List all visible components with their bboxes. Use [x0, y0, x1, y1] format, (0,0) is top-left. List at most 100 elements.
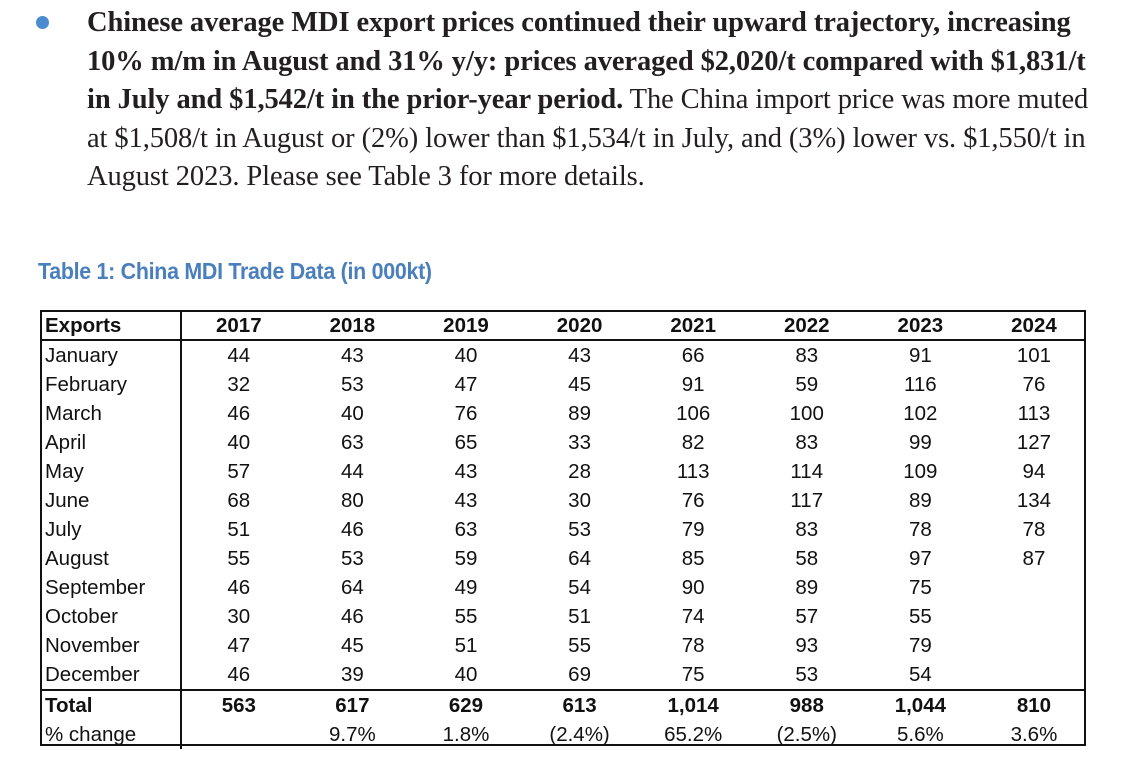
table-cell: 87 [1022, 547, 1046, 570]
table-cell: 53 [340, 373, 364, 396]
table-cell: 114 [790, 460, 824, 483]
table-cell: 76 [681, 489, 705, 512]
table-cell: 76 [454, 402, 478, 425]
month-label: April [42, 428, 182, 457]
table-row: April 40 63 65 33 82 83 99 127 [42, 428, 1084, 457]
table-cell [977, 631, 1091, 660]
table-cell: 51 [568, 605, 591, 628]
table-row: July 51 46 63 53 79 83 78 78 [42, 515, 1084, 544]
month-label: December [42, 660, 182, 689]
table-cell: 59 [454, 547, 478, 570]
table-cell: 53 [795, 663, 819, 686]
table-cell: 45 [568, 373, 591, 396]
total-cell: 613 [562, 694, 597, 717]
table-title: Table 1: China MDI Trade Data (in 000kt) [38, 258, 432, 284]
table-cell: 53 [340, 547, 364, 570]
table-cell: 76 [1022, 373, 1046, 396]
table-cell: 69 [568, 663, 591, 686]
table-cell: 100 [789, 402, 824, 425]
table-row: December 46 39 40 69 75 53 54 [42, 660, 1084, 689]
table-cell: 53 [568, 518, 591, 541]
table-row: May 57 44 43 28 113 114 109 94 [42, 457, 1084, 486]
table-cell: 55 [568, 634, 591, 657]
table-cell: 134 [1016, 489, 1052, 512]
table-cell: 59 [795, 373, 819, 396]
table-cell: 49 [454, 576, 478, 599]
total-row: Total 563 617 629 613 1,014 988 1,044 81… [42, 689, 1084, 720]
percent-change-cell: 1.8% [442, 723, 490, 746]
table-cell: 65 [454, 431, 478, 454]
mdi-trade-table: Exports 2017 2018 2019 2020 2021 2022 20… [40, 310, 1086, 749]
table-cell: 85 [681, 547, 705, 570]
table-cell: 40 [227, 431, 251, 454]
total-cell: 810 [1016, 694, 1052, 717]
table-cell: 63 [340, 431, 364, 454]
month-label: January [42, 341, 182, 370]
month-label: October [42, 602, 182, 631]
table-row: June 68 80 43 30 76 117 89 134 [42, 486, 1084, 515]
table-cell: 117 [790, 489, 824, 512]
table-cell: 89 [568, 402, 591, 425]
table-cell: 63 [454, 518, 478, 541]
table-cell: 94 [1022, 460, 1046, 483]
table-cell: 46 [227, 576, 251, 599]
table-row: September 46 64 49 54 90 89 75 [42, 573, 1084, 602]
table-cell: 46 [227, 402, 251, 425]
table-cell: 78 [1022, 518, 1046, 541]
table-cell: 68 [227, 489, 251, 512]
table-cell: 51 [454, 634, 478, 657]
table-cell [977, 602, 1091, 631]
table-cell: 102 [903, 402, 938, 425]
table-cell: 74 [681, 605, 705, 628]
table-cell: 113 [1017, 402, 1051, 425]
table-row: August 55 53 59 64 85 58 97 87 [42, 544, 1084, 573]
header-year: 2019 [443, 314, 489, 337]
table-cell: 57 [227, 460, 251, 483]
percent-change-cell: 5.6% [896, 723, 944, 746]
percent-change-cell: (2.5%) [776, 723, 837, 746]
table-row: October 30 46 55 51 74 57 55 [42, 602, 1084, 631]
table-cell: 99 [908, 431, 932, 454]
table-cell: 30 [568, 489, 591, 512]
table-row: January 44 43 40 43 66 83 91 101 [42, 341, 1084, 370]
table-cell: 46 [340, 605, 364, 628]
table-cell: 66 [681, 344, 705, 367]
percent-change-cell: (2.4%) [549, 723, 610, 746]
table-cell: 30 [227, 605, 251, 628]
table-cell: 54 [568, 576, 591, 599]
table-cell: 39 [340, 663, 364, 686]
table-cell: 64 [340, 576, 364, 599]
table-cell: 106 [676, 402, 711, 425]
table-cell: 64 [568, 547, 591, 570]
table-cell: 78 [681, 634, 705, 657]
percent-change-label: % change [42, 720, 182, 749]
total-cell: 1,044 [894, 694, 947, 717]
table-cell: 113 [676, 460, 710, 483]
table-cell: 28 [568, 460, 591, 483]
table-cell: 45 [340, 634, 364, 657]
header-year: 2023 [897, 314, 944, 337]
total-cell: 563 [221, 694, 256, 717]
header-year: 2021 [670, 314, 716, 337]
table-cell: 90 [681, 576, 705, 599]
table-cell: 43 [568, 344, 591, 367]
table-cell: 97 [908, 547, 932, 570]
month-rows: January 44 43 40 43 66 83 91 101 February 32 53 47 45… [42, 341, 1084, 689]
table-cell: 40 [340, 402, 364, 425]
table-cell: 46 [227, 663, 251, 686]
header-year: 2017 [215, 314, 262, 337]
header-year: 2018 [329, 314, 376, 337]
table-cell: 44 [340, 460, 364, 483]
table-cell: 78 [908, 518, 932, 541]
table-header-row: Exports 2017 2018 2019 2020 2021 2022 20… [42, 312, 1084, 341]
table-cell: 75 [681, 663, 705, 686]
table-cell: 47 [454, 373, 478, 396]
bullet-point-icon [36, 16, 49, 29]
month-label: July [42, 515, 182, 544]
total-cell: 617 [335, 694, 370, 717]
table-cell: 43 [454, 489, 478, 512]
table-cell: 47 [227, 634, 251, 657]
table-cell: 83 [795, 518, 819, 541]
month-label: March [42, 399, 182, 428]
total-cell: 629 [448, 694, 484, 717]
